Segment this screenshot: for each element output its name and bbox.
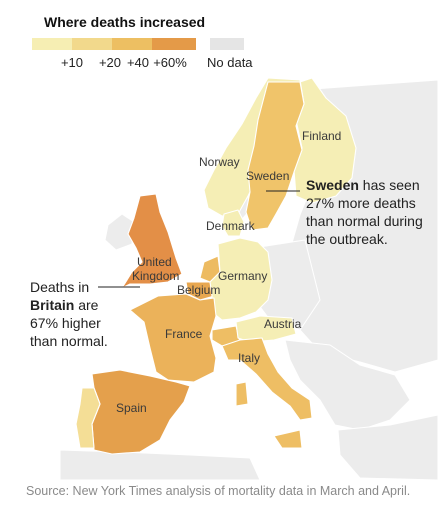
britain-callout-text3: 67% higher [30,315,101,331]
country-germany [209,237,273,321]
label-germany: Germany [218,269,267,283]
country-sweden [245,81,305,231]
britain-callout-text1: Deaths in [30,279,90,295]
britain-callout-text2: are [74,297,99,313]
legend-swatch-60 [152,38,196,50]
sweden-callout-text3: than normal during [306,213,423,229]
sweden-callout-text2: 27% more deaths [306,195,416,211]
legend-tick-40: +40 [126,55,150,70]
europe-map: Finland Norway Sweden Denmark United Kin… [59,77,438,480]
country-labels: Finland Norway Sweden Denmark United Kin… [116,129,341,415]
label-norway: Norway [199,155,240,169]
britain-callout-bold: Britain [30,297,75,313]
country-austria [235,315,297,343]
label-france: France [165,327,203,341]
legend-no-data-label: No data [207,55,253,70]
legend-tick-10: +10 [60,55,84,70]
country-denmark [221,209,245,237]
label-austria: Austria [264,317,302,331]
country-italy [221,337,313,449]
legend-swatch-10 [32,38,72,50]
legend-swatch-no-data [210,38,244,50]
label-uk-line1: United [137,255,172,269]
country-portugal [75,387,101,449]
legend-tick-20: +20 [98,55,122,70]
britain-callout: Deaths in Britain are 67% higher than no… [30,278,120,350]
sweden-callout-text4: the outbreak. [306,231,388,247]
sweden-callout: Sweden has seen 27% more deaths than nor… [306,176,438,248]
legend-title: Where deaths increased [44,14,206,30]
legend-swatch-20 [72,38,112,50]
label-uk-line2: Kingdom [132,269,179,283]
country-united-kingdom [121,193,183,289]
map-legend: Where deaths increased +10 +20 +40 +60% … [0,0,438,80]
label-italy: Italy [238,351,260,365]
britain-callout-text4: than normal. [30,333,108,349]
legend-swatch-40 [112,38,152,50]
label-denmark: Denmark [206,219,256,233]
sweden-callout-text1: has seen [358,177,420,193]
label-sweden: Sweden [246,169,289,183]
legend-tick-60: +60% [153,55,187,70]
sweden-callout-bold: Sweden [306,177,359,193]
country-france [129,293,217,383]
country-belgium [185,281,215,301]
label-finland: Finland [302,129,341,143]
label-spain: Spain [116,401,147,415]
country-shapes [75,77,357,455]
label-belgium: Belgium [177,283,220,297]
source-note: Source: New York Times analysis of morta… [26,484,411,498]
